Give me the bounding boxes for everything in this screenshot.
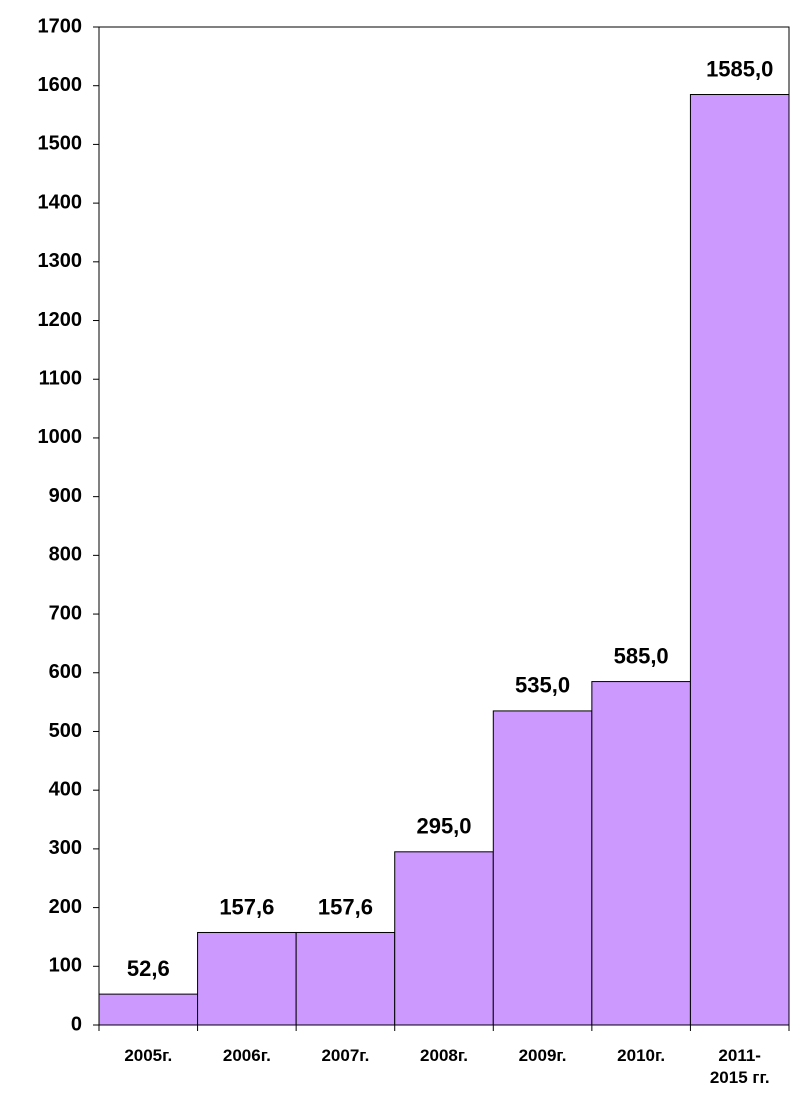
y-tick-label: 1200 [38, 309, 83, 331]
bar [197, 931, 297, 1026]
y-tick-label: 800 [49, 544, 82, 566]
bar [591, 681, 691, 1026]
value-label: 295,0 [416, 814, 471, 839]
x-tick-label: 2010г. [617, 1046, 666, 1065]
y-tick-label: 0 [71, 1013, 82, 1035]
y-tick-label: 1400 [38, 191, 83, 213]
x-tick-label: 2009г. [518, 1046, 567, 1065]
bar [394, 851, 494, 1026]
y-tick-label: 1600 [38, 74, 83, 96]
value-label: 157,6 [219, 894, 274, 919]
y-tick-label: 1000 [38, 426, 83, 448]
value-label: 585,0 [614, 643, 669, 668]
x-tick-label: 2006г. [222, 1046, 271, 1065]
y-tick-label: 1300 [38, 250, 83, 272]
y-tick-label: 1500 [38, 133, 83, 155]
x-tick-label: 2007г. [321, 1046, 370, 1065]
value-label: 157,6 [318, 894, 373, 919]
y-tick-label: 200 [49, 896, 82, 918]
y-tick-label: 500 [49, 720, 82, 742]
x-tick-label: 2005г. [124, 1046, 173, 1065]
y-tick-label: 900 [49, 485, 82, 507]
y-tick-label: 1700 [38, 15, 83, 37]
y-tick-label: 600 [49, 661, 82, 683]
y-tick-label: 700 [49, 602, 82, 624]
y-tick-label: 100 [49, 955, 82, 977]
value-label: 52,6 [127, 956, 170, 981]
value-label: 1585,0 [706, 56, 773, 81]
x-tick-label: 2008г. [420, 1046, 468, 1065]
bar [689, 94, 790, 1026]
y-tick-label: 400 [49, 778, 82, 800]
bar [98, 993, 199, 1026]
x-tick-label: 2011- 2015 гг. [709, 1046, 770, 1087]
y-tick-label: 300 [49, 837, 82, 859]
bar [492, 710, 593, 1026]
y-tick-label: 1100 [39, 368, 82, 390]
bar [295, 931, 396, 1026]
value-label: 535,0 [515, 673, 570, 698]
